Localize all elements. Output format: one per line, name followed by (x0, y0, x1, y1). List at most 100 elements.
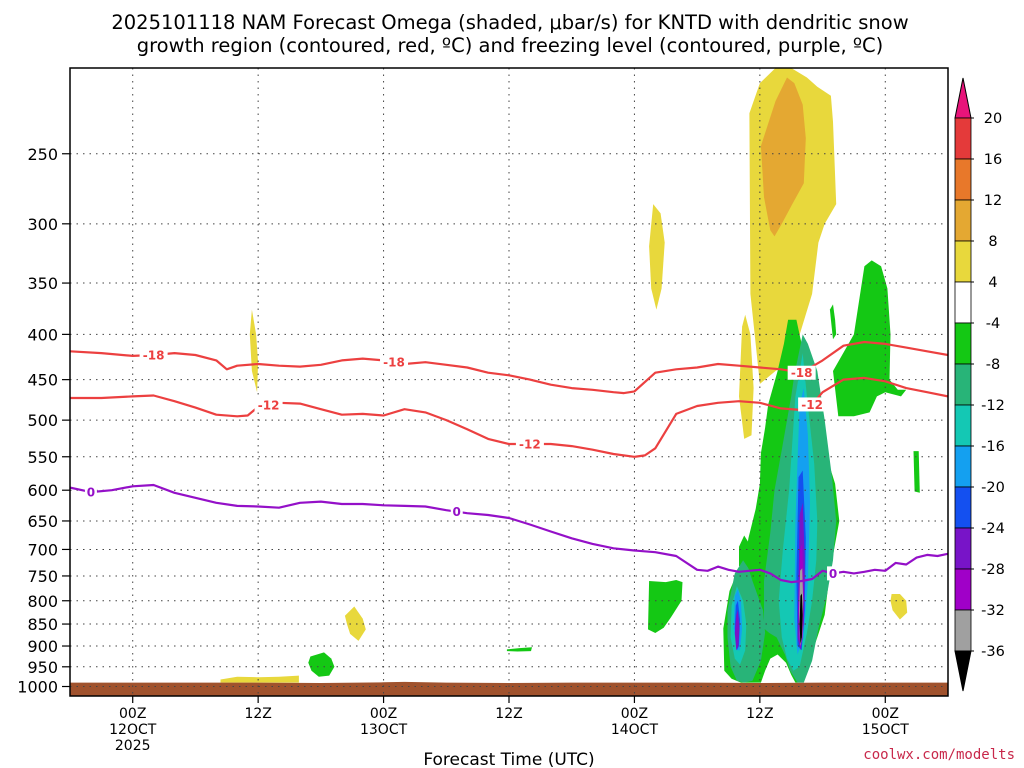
omega-region-7 (760, 77, 806, 237)
omega-region-2 (649, 204, 665, 310)
gridlines (70, 68, 948, 696)
colorbar-label-10: -24 (981, 521, 1005, 537)
contour-label-bg-2-2 (827, 566, 840, 581)
omega-region-11 (648, 580, 683, 633)
contour-label-bg-1-1 (515, 436, 544, 451)
y-tick-label-750: 750 (27, 567, 58, 586)
contour-line-2 (70, 483, 948, 584)
x-axis-title: Forecast Time (UTC) (423, 750, 594, 768)
colorbar-segment-2 (954, 199, 972, 242)
colorbar-label-1: 16 (984, 152, 1002, 168)
x-tick-label-54-0: 00Z (621, 706, 648, 722)
y-tick-label-650: 650 (27, 512, 58, 531)
contour-label-bg-2-1 (450, 504, 463, 519)
omega-region-4 (344, 606, 366, 641)
x-tick-label-54-1: 14OCT (611, 722, 659, 738)
y-tick-label-550: 550 (27, 448, 58, 467)
y-tick-label-950: 950 (27, 658, 58, 677)
contour-label-bg-0-0 (139, 347, 168, 362)
colorbar-bottom-arrow (954, 650, 972, 692)
y-tick-label-600: 600 (27, 481, 58, 500)
chart-title-line-1: 2025101118 NAM Forecast Omega (shaded, μ… (111, 11, 908, 34)
contour-label-0-2: -18 (791, 366, 813, 380)
y-tick-label-900: 900 (27, 637, 58, 656)
colorbar-segment-3 (954, 240, 972, 283)
x-tick-label-6-0: 00Z (119, 706, 146, 722)
contour-label-2-0: 0 (87, 486, 95, 500)
colorbar-segment-0 (954, 117, 972, 160)
x-tick-label-6-1: 12OCT (109, 722, 157, 738)
colorbar-label-3: 8 (988, 234, 997, 250)
terrain-layer (70, 681, 948, 696)
y-tick-label-350: 350 (27, 274, 58, 293)
x-tick-label-42-0: 12Z (495, 706, 522, 722)
colorbar-segment-5 (954, 322, 972, 365)
colorbar-label-6: -8 (986, 357, 1000, 373)
omega-region-9 (829, 304, 837, 340)
y-axis: 250 300 350 400 450 500 550 600 650 700 750 800 850 9… (17, 145, 70, 697)
colorbar-segment-1 (954, 158, 972, 201)
y-tick-label-400: 400 (27, 325, 58, 344)
contour-label-1-0: -12 (258, 398, 280, 412)
y-tick-label-450: 450 (27, 371, 58, 390)
contour-labels: -18 -18 -18 -12 -12 -12 0 0 0 (84, 347, 840, 581)
contour-label-bg-2-0 (84, 485, 97, 500)
colorbar-segment-8 (954, 445, 972, 488)
y-tick-label-850: 850 (27, 615, 58, 634)
omega-region-28 (799, 593, 803, 644)
y-tick-label-500: 500 (27, 411, 58, 430)
y-tick-label-250: 250 (27, 145, 58, 164)
colorbar-label-0: 20 (984, 111, 1002, 127)
contour-label-2-1: 0 (453, 505, 461, 519)
colorbar-label-11: -28 (981, 562, 1005, 578)
omega-region-15 (913, 451, 920, 493)
contour-label-bg-0-2 (787, 365, 816, 380)
colorbar-label-9: -20 (981, 480, 1005, 496)
y-tick-label-700: 700 (27, 540, 58, 559)
contour-label-0-1: -18 (383, 356, 405, 370)
colorbar-segment-10 (954, 527, 972, 570)
contour-label-0-0: -18 (143, 348, 165, 362)
x-tick-label-66-0: 12Z (746, 706, 773, 722)
y-tick-label-800: 800 (27, 592, 58, 611)
chart-title-line-2: growth region (contoured, red, ºC) and f… (137, 34, 884, 57)
contour-label-bg-0-1 (380, 355, 409, 370)
x-tick-label-78-1: 15OCT (862, 722, 910, 738)
x-tick-label-30-1: 13OCT (360, 722, 408, 738)
omega-region-13 (308, 652, 335, 677)
colorbar-segment-9 (954, 486, 972, 529)
colorbar-segment-7 (954, 404, 972, 447)
colorbar-label-5: -4 (986, 316, 1000, 332)
contour-label-1-2: -12 (801, 398, 823, 412)
colorbar-label-8: -16 (981, 439, 1005, 455)
contour-label-2-2: 0 (829, 567, 837, 581)
omega-region-5 (220, 675, 299, 683)
x-tick-label-6-2: 2025 (115, 738, 151, 754)
colorbar-segment-12 (954, 609, 972, 652)
omega-region-14 (506, 647, 532, 652)
omega-region-8 (833, 260, 907, 417)
colorbar-segment-4 (954, 281, 972, 324)
omega-region-1 (249, 309, 259, 393)
colorbar-label-13: -36 (981, 644, 1005, 660)
colorbar-label-12: -32 (981, 603, 1005, 619)
terrain-band (70, 681, 948, 696)
omega-region-0 (739, 314, 754, 439)
x-tick-label-18-0: 12Z (244, 706, 271, 722)
y-tick-label-300: 300 (27, 215, 58, 234)
omega-region-25 (734, 610, 740, 651)
colorbar: 20 16 12 8 4 -4 -8 -12 -16 -20 -24 -28 -32 -36 (954, 77, 1005, 692)
y-tick-label-1000: 1000 (17, 678, 58, 697)
colorbar-segment-11 (954, 568, 972, 611)
colorbar-label-7: -12 (981, 398, 1005, 414)
colorbar-segment-6 (954, 363, 972, 406)
colorbar-label-4: 4 (988, 275, 997, 291)
contour-label-bg-1-0 (254, 397, 283, 412)
x-tick-label-78-0: 00Z (872, 706, 899, 722)
x-tick-label-30-0: 00Z (370, 706, 397, 722)
credit-text: coolwx.com/modelts (863, 747, 1015, 763)
colorbar-label-2: 12 (984, 193, 1002, 209)
contour-label-1-1: -12 (519, 437, 541, 451)
